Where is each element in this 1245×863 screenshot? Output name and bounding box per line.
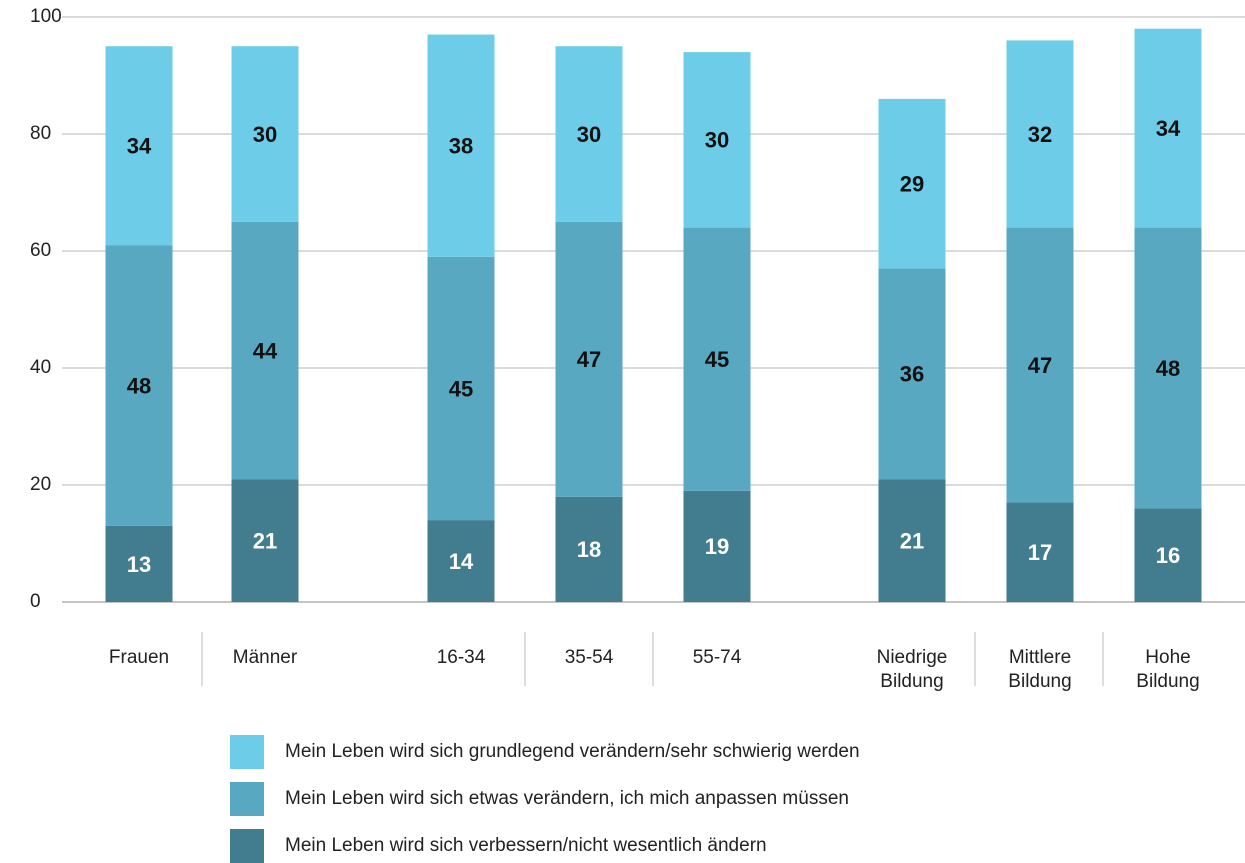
bar-segment: [1134, 508, 1202, 602]
data-label: 32: [1028, 122, 1052, 147]
data-label: 21: [253, 528, 277, 553]
x-tick-label: Hohe Bildung: [1136, 647, 1200, 692]
bar-segment: [231, 46, 299, 222]
bar-segment: [683, 52, 751, 228]
data-label: 14: [449, 549, 474, 574]
x-tick-label: Mittlere Bildung: [1008, 647, 1072, 692]
x-tick-label: 35-54: [564, 647, 614, 668]
bar-segment: [555, 221, 623, 497]
data-label: 47: [1028, 353, 1052, 378]
y-tick-label: 20: [30, 474, 51, 495]
data-label: 30: [253, 122, 277, 147]
bar-segment: [105, 245, 173, 526]
data-label: 48: [127, 373, 151, 398]
separators: [201, 632, 1104, 686]
data-label: 16: [1156, 543, 1180, 568]
data-label: 19: [705, 534, 729, 559]
data-label: 21: [900, 528, 924, 553]
legend-label: Mein Leben wird sich verbessern/nicht we…: [285, 835, 767, 856]
data-label: 34: [1156, 116, 1181, 141]
x-tick-label: Niedrige Bildung: [876, 647, 948, 692]
data-label: 47: [577, 347, 601, 372]
y-tick-label: 40: [30, 357, 51, 378]
data-label: 17: [1028, 540, 1052, 565]
bar-segment: [683, 227, 751, 491]
bar-segment: [555, 496, 623, 602]
bar-segment: [878, 479, 946, 602]
data-label: 45: [705, 347, 729, 372]
legend-swatch: [230, 829, 264, 863]
bar-segment: [1006, 502, 1074, 602]
legend-label: Mein Leben wird sich etwas verändern, ic…: [285, 788, 849, 809]
data-label: 13: [127, 552, 151, 577]
data-label: 30: [577, 122, 601, 147]
bar-segment: [683, 490, 751, 602]
data-label: 30: [705, 128, 729, 153]
legend-swatch: [230, 735, 264, 769]
data-label: 38: [449, 134, 473, 159]
y-tick-label: 100: [30, 6, 62, 27]
legend-swatch: [230, 782, 264, 816]
data-label: 18: [577, 537, 601, 562]
data-label: 48: [1156, 356, 1180, 381]
y-tick-label: 60: [30, 240, 51, 261]
y-tick-label: 0: [30, 591, 41, 612]
bar-segment: [555, 46, 623, 222]
legend-label: Mein Leben wird sich grundlegend verände…: [285, 741, 860, 762]
x-tick-label: Männer: [232, 647, 298, 668]
data-label: 45: [449, 376, 473, 401]
bar-segment: [231, 221, 299, 480]
bar-segment: [878, 268, 946, 480]
bar-segment: [1006, 227, 1074, 503]
y-tick-label: 80: [30, 123, 51, 144]
x-tick-label: Frauen: [108, 647, 170, 668]
x-tick-label: 55-74: [692, 647, 742, 668]
bar-segment: [1134, 28, 1202, 228]
bar-segment: [231, 479, 299, 602]
data-label: 29: [900, 172, 924, 197]
data-label: 36: [900, 362, 924, 387]
bar-segment: [105, 46, 173, 246]
bar-segment: [427, 256, 495, 521]
bar-segment: [427, 34, 495, 257]
bar-segment: [878, 98, 946, 269]
bar-segment: [1134, 227, 1202, 509]
bar-segment: [427, 520, 495, 602]
x-tick-label: 16-34: [436, 647, 486, 668]
bar-segment: [105, 525, 173, 602]
bar-segment: [1006, 40, 1074, 228]
data-label: 44: [253, 338, 278, 363]
data-label: 34: [127, 134, 152, 159]
